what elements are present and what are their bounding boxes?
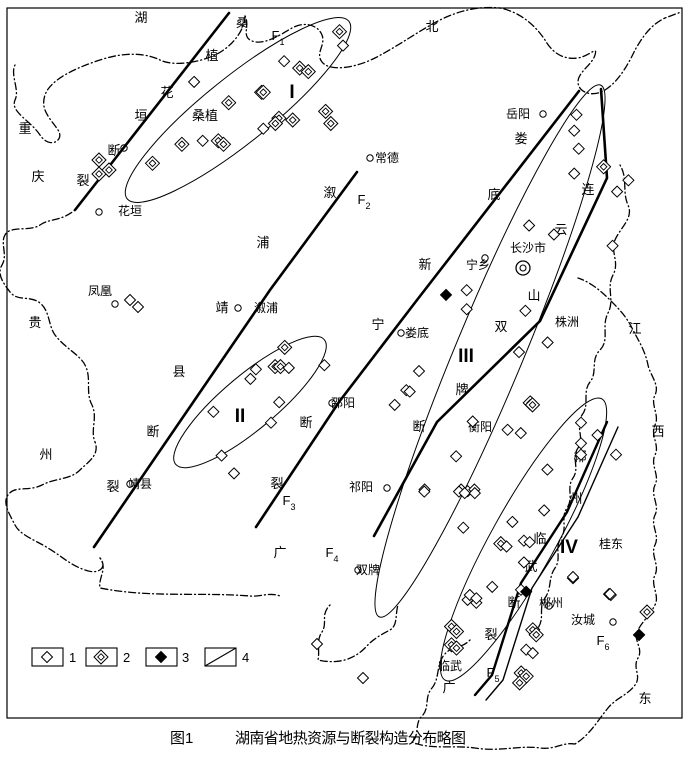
svg-text:III: III: [458, 346, 474, 367]
svg-text:溆浦: 溆浦: [254, 301, 278, 315]
svg-text:F5: F5: [487, 665, 500, 684]
svg-text:花: 花: [160, 85, 173, 100]
svg-text:F4: F4: [326, 545, 339, 564]
svg-text:株洲: 株洲: [555, 314, 579, 329]
svg-text:邵阳: 邵阳: [331, 396, 355, 410]
svg-text:靖: 靖: [215, 300, 228, 315]
svg-text:I: I: [289, 82, 294, 103]
svg-text:桂东: 桂东: [599, 536, 623, 551]
svg-text:娄底: 娄底: [405, 325, 429, 340]
svg-text:F3: F3: [283, 493, 296, 512]
svg-text:靖县: 靖县: [128, 477, 152, 491]
svg-text:2: 2: [123, 650, 130, 665]
svg-text:牌: 牌: [455, 382, 468, 397]
svg-text:桑: 桑: [236, 16, 248, 30]
svg-text:1: 1: [69, 650, 76, 665]
svg-text:裂: 裂: [106, 479, 119, 494]
svg-text:植: 植: [205, 48, 218, 63]
svg-text:4: 4: [242, 650, 249, 665]
svg-text:凤凰: 凤凰: [88, 284, 112, 298]
svg-text:北: 北: [425, 19, 438, 34]
svg-text:浦: 浦: [256, 235, 269, 250]
svg-text:桑植: 桑植: [192, 108, 218, 123]
svg-text:州: 州: [39, 447, 52, 462]
svg-text:贵: 贵: [28, 315, 41, 330]
svg-text:双: 双: [494, 319, 507, 334]
svg-text:湖南省地热资源与断裂构造分布略图: 湖南省地热资源与断裂构造分布略图: [235, 730, 465, 747]
svg-text:临: 临: [533, 531, 546, 546]
svg-text:垣: 垣: [134, 108, 147, 123]
svg-text:广: 广: [273, 545, 286, 560]
svg-text:长沙市: 长沙市: [510, 240, 546, 255]
svg-text:3: 3: [182, 650, 189, 665]
svg-text:县: 县: [172, 364, 185, 379]
svg-text:娄: 娄: [514, 131, 527, 146]
svg-text:连: 连: [581, 182, 594, 197]
svg-text:湖: 湖: [134, 10, 147, 25]
svg-text:花垣: 花垣: [118, 203, 142, 218]
svg-text:常德: 常德: [375, 150, 399, 165]
svg-text:州: 州: [569, 491, 582, 506]
svg-text:汝城: 汝城: [571, 613, 595, 627]
svg-text:祁阳: 祁阳: [349, 479, 373, 494]
svg-text:断: 断: [107, 143, 120, 158]
svg-text:断: 断: [412, 419, 425, 434]
svg-text:重: 重: [18, 121, 31, 136]
svg-text:裂: 裂: [484, 627, 497, 642]
svg-text:双牌: 双牌: [356, 563, 380, 577]
svg-text:断: 断: [507, 595, 520, 610]
svg-text:裂: 裂: [76, 173, 89, 188]
svg-text:IV: IV: [560, 537, 578, 558]
svg-text:F2: F2: [358, 192, 371, 211]
svg-text:新: 新: [418, 257, 431, 272]
svg-text:F6: F6: [597, 633, 610, 652]
svg-text:东: 东: [638, 691, 651, 706]
svg-text:广: 广: [442, 680, 455, 695]
svg-text:山: 山: [527, 288, 540, 303]
svg-text:宁乡: 宁乡: [466, 257, 490, 272]
svg-text:裂: 裂: [270, 476, 283, 491]
svg-text:断: 断: [146, 424, 159, 439]
svg-text:溆: 溆: [323, 185, 336, 200]
svg-text:断: 断: [299, 415, 312, 430]
svg-text:宁: 宁: [371, 317, 384, 332]
svg-text:岳阳: 岳阳: [506, 107, 530, 121]
svg-text:图1: 图1: [170, 730, 193, 747]
svg-text:临武: 临武: [438, 659, 462, 673]
svg-text:II: II: [235, 406, 246, 427]
svg-text:江: 江: [628, 321, 641, 336]
svg-text:西: 西: [651, 424, 664, 439]
svg-text:庆: 庆: [31, 169, 44, 184]
svg-text:底: 底: [487, 187, 500, 202]
